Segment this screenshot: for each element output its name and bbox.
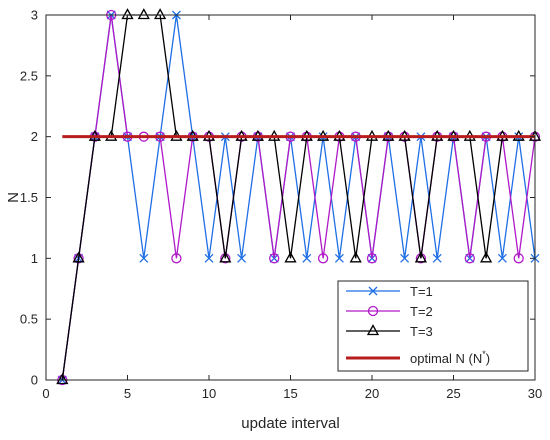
data-point [284, 251, 297, 263]
legend-item-t-3: T=3 [346, 324, 433, 339]
legend-label-optimal-n-main: optimal N (N [410, 351, 482, 366]
x-tick-label: 25 [446, 386, 460, 401]
x-tick-label: 30 [528, 386, 542, 401]
legend-item-t-1: T=1 [346, 284, 433, 299]
data-point [497, 253, 507, 263]
data-point [432, 253, 442, 263]
data-point [414, 251, 428, 263]
data-point [334, 253, 344, 263]
legend-label-optimal-n-superscript: * [482, 349, 486, 359]
axis-layer: 0 5 10 15 20 25 30 0 0.5 1 1.5 2 2.5 3 [20, 8, 542, 402]
legend-item-t-2: T=2 [346, 304, 433, 319]
data-point [366, 253, 378, 264]
data-point [237, 253, 247, 263]
x-tick-label: 0 [42, 386, 49, 401]
legend-items: T=1 T=2 T=3 [346, 284, 433, 339]
data-point [137, 8, 150, 20]
x-tick-label: 10 [202, 386, 216, 401]
y-tick-label: 2 [31, 129, 38, 144]
legend-swatch-marker [366, 324, 380, 336]
data-point [153, 8, 167, 20]
y-tick-label: 1 [31, 251, 38, 266]
data-point [479, 251, 493, 263]
data-point [349, 251, 362, 263]
legend-box [337, 280, 529, 372]
data-point [171, 253, 182, 264]
y-axis-label: N [5, 192, 22, 203]
data-point [400, 253, 410, 263]
legend-label-optimal-n: optimal N (N*) [410, 349, 490, 366]
x-tick-label: 5 [124, 386, 131, 401]
legend-swatch-marker [368, 286, 378, 296]
x-tick-label: 20 [365, 386, 379, 401]
data-point [317, 253, 329, 264]
data-point [72, 251, 85, 263]
data-point [139, 253, 149, 263]
data-point [302, 253, 312, 263]
x-tick-label: 15 [283, 386, 297, 401]
y-tick-label: 0 [31, 373, 38, 388]
data-point [513, 253, 524, 264]
legend-label: T=3 [410, 324, 433, 339]
data-point [56, 373, 69, 385]
data-point [219, 251, 232, 263]
legend-label: T=1 [410, 284, 433, 299]
data-point [204, 253, 214, 263]
y-tick-label: 0.5 [20, 312, 38, 327]
data-point [269, 253, 280, 264]
legend-label-optimal-n-close: ) [486, 351, 490, 366]
legend-swatch-marker [367, 305, 379, 317]
x-axis-label: update interval [241, 415, 339, 432]
y-tick-label: 3 [31, 8, 38, 23]
y-tick-label: 2.5 [20, 68, 38, 83]
y-tick-label: 1.5 [20, 190, 38, 205]
data-point [464, 253, 475, 264]
legend: T=1 T=2 T=3 optimal N (N*) [337, 280, 529, 372]
legend-label: T=2 [410, 304, 433, 319]
